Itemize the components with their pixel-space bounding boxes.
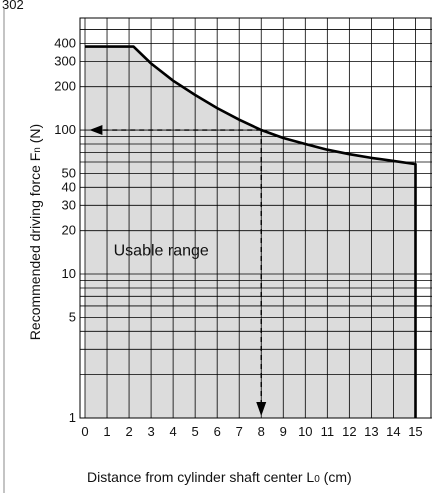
y-axis-label-sub: n — [32, 147, 43, 153]
x-tick-label: 14 — [386, 424, 400, 439]
y-axis-label: Recommended driving force Fn (N) — [27, 124, 43, 340]
x-axis-label-unit: (cm) — [320, 469, 352, 485]
y-tick-label: 5 — [69, 309, 76, 324]
x-tick-label: 3 — [147, 424, 154, 439]
x-tick-label: 2 — [125, 424, 132, 439]
x-tick-label: 7 — [236, 424, 243, 439]
y-tick-label: 40 — [62, 179, 76, 194]
y-tick-label: 30 — [62, 197, 76, 212]
example-arrowhead-down — [256, 402, 267, 416]
x-tick-label: 11 — [321, 424, 335, 439]
x-tick-label: 5 — [192, 424, 199, 439]
y-tick-label: 1 — [69, 410, 76, 425]
x-tick-label: 0 — [81, 424, 88, 439]
y-tick-label: 50 — [62, 165, 76, 180]
x-tick-label: 4 — [170, 424, 177, 439]
y-axis-label-unit: (N) — [27, 124, 43, 147]
y-tick-label: 100 — [54, 122, 76, 137]
x-tick-label: 6 — [214, 424, 221, 439]
y-tick-label: 400 — [54, 35, 76, 50]
x-tick-label: 12 — [342, 424, 356, 439]
x-axis-label: Distance from cylinder shaft center L0 (… — [87, 469, 352, 485]
y-axis-label-main: Recommended driving force F — [27, 153, 43, 341]
x-tick-label: 13 — [364, 424, 378, 439]
x-tick-label: 8 — [258, 424, 265, 439]
y-tick-label: 20 — [62, 223, 76, 238]
usable-range-label: Usable range — [114, 242, 209, 259]
y-tick-label: 10 — [62, 266, 76, 281]
y-tick-label: 200 — [54, 79, 76, 94]
x-tick-label: 15 — [408, 424, 422, 439]
x-axis-label-main: Distance from cylinder shaft center L — [87, 469, 314, 485]
usable-range-boundary — [85, 45, 417, 418]
x-tick-label: 1 — [103, 424, 110, 439]
header-fragment: 302 — [2, 0, 24, 12]
x-axis-label-sub: 0 — [314, 474, 320, 485]
plot-frame — [79, 17, 432, 419]
x-tick-label: 10 — [298, 424, 312, 439]
usable-range-area — [85, 46, 416, 418]
y-tick-label: 300 — [54, 53, 76, 68]
x-tick-label: 9 — [280, 424, 287, 439]
example-arrowhead-left — [89, 125, 103, 136]
